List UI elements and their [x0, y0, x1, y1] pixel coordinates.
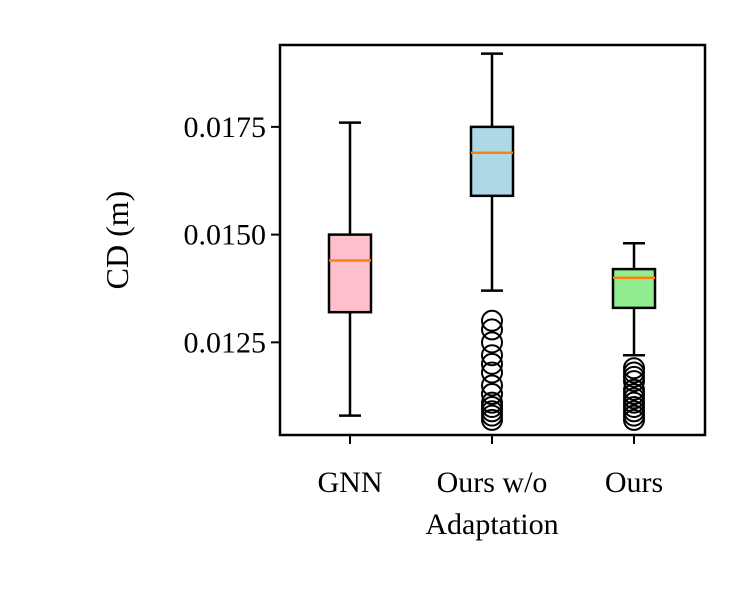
- outlier-point: [481, 408, 503, 431]
- iqr-box: [611, 267, 657, 310]
- outlier-point: [481, 361, 503, 384]
- x-tick-label: GNN: [318, 466, 383, 499]
- x-axis-ticks: GNN Ours w/o Adaptation Ours: [318, 435, 663, 541]
- y-axis-label: CD (m): [99, 191, 135, 290]
- outlier-point: [481, 352, 503, 375]
- y-tick-label: 0.0150: [184, 219, 267, 252]
- y-tick-label: 0.0125: [184, 326, 267, 359]
- outlier-point: [623, 408, 645, 431]
- outlier-point: [481, 331, 503, 354]
- x-tick-label: Adaptation: [425, 508, 558, 541]
- iqr-box: [327, 233, 373, 314]
- outlier-point: [481, 344, 503, 367]
- outlier-point: [481, 404, 503, 427]
- y-tick-label: 0.0175: [184, 111, 267, 144]
- outlier-point: [623, 370, 645, 393]
- box-group: [611, 241, 657, 431]
- y-axis-ticks: 0.0125 0.0150 0.0175: [184, 111, 280, 359]
- box-group: [327, 121, 373, 417]
- outlier-point: [481, 309, 503, 332]
- x-tick-label: Ours w/o: [437, 466, 548, 499]
- outlier-point: [481, 374, 503, 397]
- x-tick-label: Ours: [605, 466, 663, 499]
- outlier-point: [481, 318, 503, 341]
- box-series: [327, 52, 657, 431]
- iqr-box: [469, 125, 515, 198]
- outlier-point: [481, 383, 503, 406]
- box-group: [469, 52, 515, 431]
